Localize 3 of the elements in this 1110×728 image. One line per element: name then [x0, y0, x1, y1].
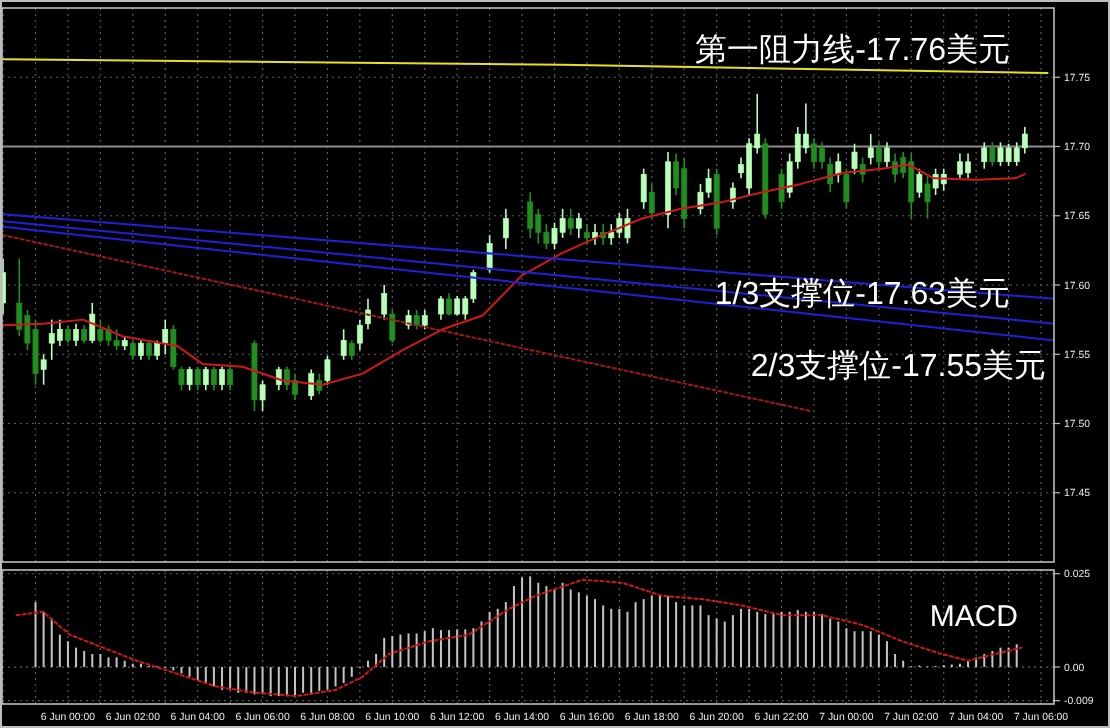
annotation: MACD	[929, 600, 1019, 634]
annotation: 第一阻力线-17.76美元	[695, 32, 1010, 68]
annotation: 2/3支撑位-17.55美元	[750, 348, 1046, 384]
